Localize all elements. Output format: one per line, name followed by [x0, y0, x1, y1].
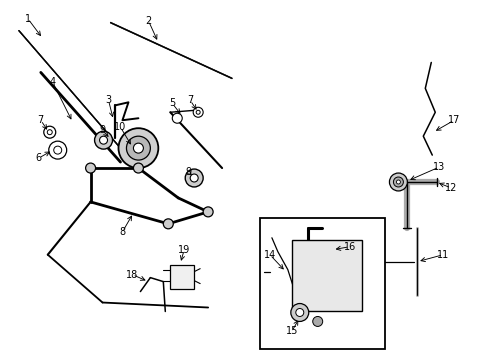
Circle shape	[100, 136, 107, 144]
Circle shape	[290, 303, 308, 321]
Text: 7: 7	[38, 115, 44, 125]
Circle shape	[126, 136, 150, 160]
Bar	[170, 265, 194, 289]
Text: 17: 17	[447, 115, 459, 125]
Circle shape	[196, 110, 200, 114]
Text: 9: 9	[99, 125, 105, 135]
Circle shape	[163, 219, 173, 229]
Text: 2: 2	[145, 15, 151, 26]
Text: 5: 5	[169, 98, 175, 108]
Circle shape	[193, 107, 203, 117]
Text: 13: 13	[432, 162, 445, 172]
Text: 11: 11	[436, 250, 448, 260]
Text: 3: 3	[105, 95, 111, 105]
Circle shape	[396, 180, 400, 184]
Text: 1: 1	[25, 14, 31, 24]
Circle shape	[94, 131, 112, 149]
Circle shape	[47, 130, 52, 135]
Circle shape	[388, 173, 407, 191]
Circle shape	[133, 163, 143, 173]
Bar	[291, 240, 361, 311]
Circle shape	[85, 163, 95, 173]
Circle shape	[393, 177, 403, 187]
Circle shape	[295, 309, 303, 316]
Text: 9: 9	[185, 167, 191, 177]
Text: 4: 4	[50, 77, 56, 87]
Circle shape	[44, 126, 56, 138]
Circle shape	[172, 113, 182, 123]
Text: 7: 7	[187, 95, 193, 105]
Circle shape	[54, 146, 61, 154]
Circle shape	[185, 169, 203, 187]
Circle shape	[118, 128, 158, 168]
Text: 6: 6	[36, 153, 42, 163]
Circle shape	[190, 174, 198, 182]
Text: 10: 10	[114, 122, 126, 132]
Bar	[260, 218, 385, 349]
Text: 14: 14	[263, 250, 275, 260]
Circle shape	[133, 143, 143, 153]
Text: 16: 16	[343, 242, 355, 252]
Circle shape	[312, 316, 322, 327]
Text: 15: 15	[285, 327, 297, 336]
Text: 19: 19	[178, 245, 190, 255]
Text: 18: 18	[126, 270, 138, 280]
Text: 12: 12	[444, 183, 456, 193]
Text: 8: 8	[119, 227, 125, 237]
Circle shape	[49, 141, 66, 159]
Circle shape	[203, 207, 213, 217]
